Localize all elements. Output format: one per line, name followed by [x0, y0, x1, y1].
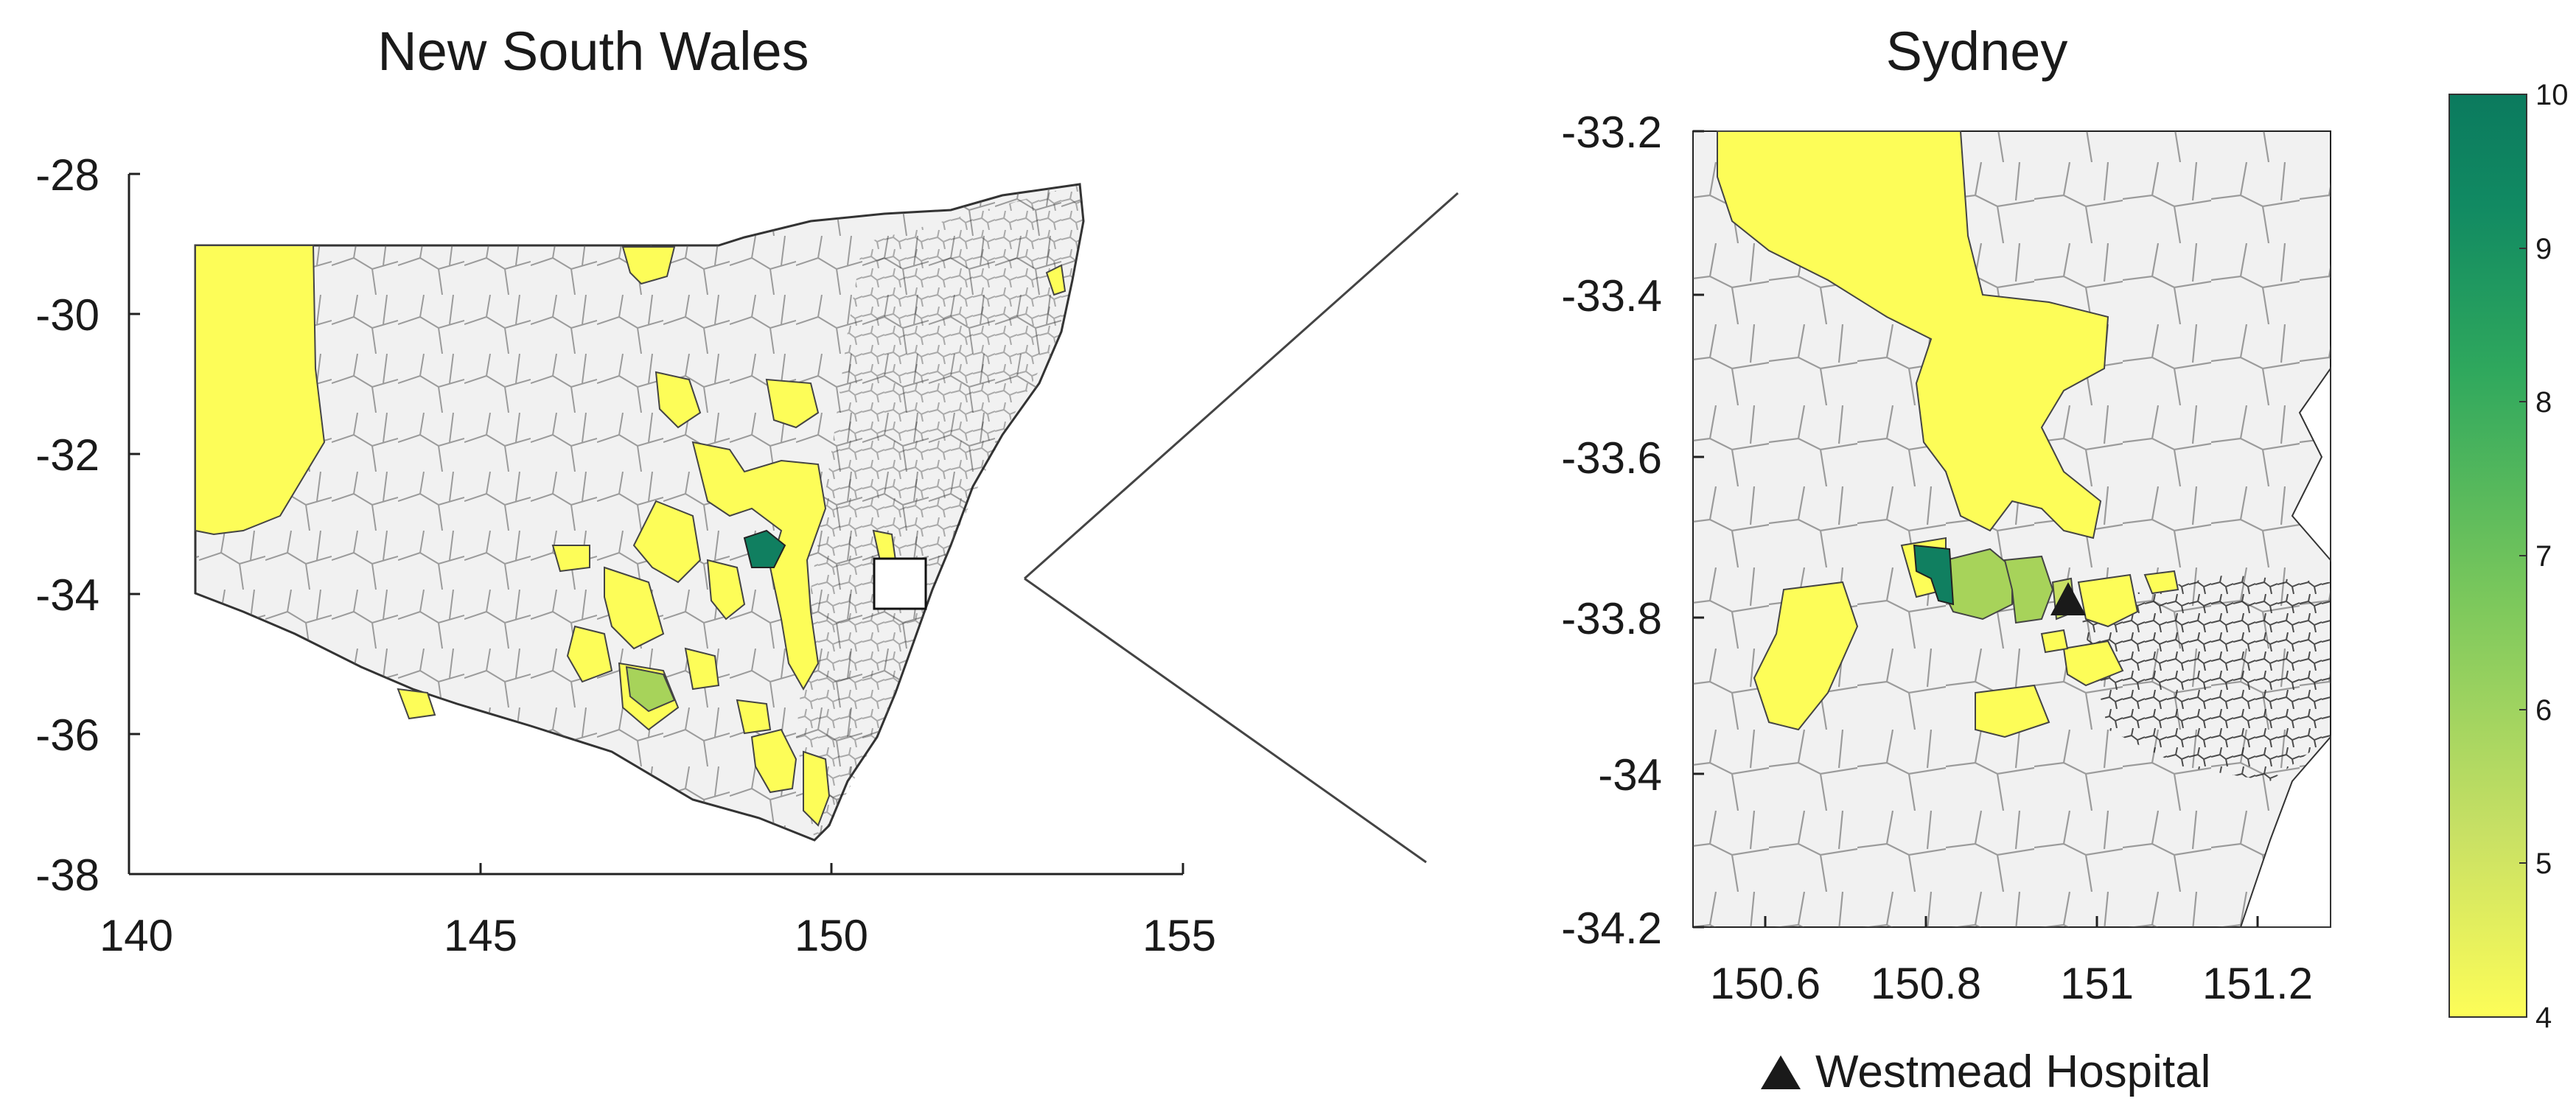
- nsw-x-tick-label: 145: [444, 911, 517, 960]
- nsw-x-tick-label: 150: [795, 911, 868, 960]
- colorbar-tick-marks: [2519, 94, 2527, 1018]
- sydney-y-tick-label: -33.6: [1561, 433, 1662, 483]
- sydney-y-tick-label: -34.2: [1561, 904, 1662, 953]
- nsw-region-central-4: [632, 500, 702, 584]
- sydney-x-tick-label: 151.2: [2202, 959, 2313, 1008]
- nsw-region-central-2: [765, 378, 820, 429]
- zoom-line-bottom: [1024, 577, 1427, 864]
- sydney-region-high-value: [1913, 544, 1955, 606]
- nsw-region-central-7: [706, 559, 746, 621]
- sydney-mid-regions: [1941, 548, 2076, 624]
- nsw-region-central-5: [551, 545, 590, 573]
- nsw-region-high-value: [743, 529, 786, 568]
- westmead-hospital-marker: [2050, 582, 2086, 615]
- sydney-y-tick-label: -33.4: [1561, 271, 1662, 321]
- nsw-region-far-west: [195, 245, 326, 536]
- map-legend: Westmead Hospital: [1761, 1047, 2210, 1097]
- sydney-region-east-3: [2062, 640, 2124, 687]
- sydney-y-tick-label: -33.2: [1561, 108, 1662, 157]
- nsw-y-tick-label: -34: [35, 570, 100, 620]
- nsw-y-tick-label: -28: [35, 150, 100, 200]
- colorbar-tick-label: 10: [2535, 79, 2569, 111]
- sydney-map-title: Sydney: [1886, 21, 2068, 82]
- sydney-region-mid-2: [2003, 555, 2054, 624]
- nsw-region-central-6: [604, 566, 665, 650]
- nsw-x-tick-label: 140: [100, 911, 173, 960]
- nsw-region-ne-coast: [1045, 264, 1067, 296]
- nsw-y-tick-label: -36: [35, 710, 100, 760]
- sydney-region-west: [1753, 581, 1859, 731]
- nsw-region-central-3: [691, 441, 827, 691]
- sydney-map-panel: Sydney: [1561, 21, 2331, 1097]
- nsw-region-central-8: [684, 647, 720, 691]
- nsw-region-sw-3: [397, 688, 436, 720]
- nsw-map-panel: New South Wales -28 -30 -32 -34 -36 -38 …: [35, 21, 1459, 960]
- nsw-region-south-1: [750, 728, 797, 794]
- sydney-inner-city-boundaries: [2078, 575, 2331, 781]
- nsw-region-central-9: [736, 699, 772, 735]
- sydney-x-tick-label: 151: [2060, 959, 2134, 1008]
- sydney-region-north: [1717, 130, 2109, 539]
- sydney-ocean-south: [2239, 735, 2331, 928]
- sydney-highlight-regions: [1717, 130, 2179, 738]
- colorbar-tick-label: 8: [2535, 386, 2552, 419]
- nsw-y-tick-label: -30: [35, 290, 100, 340]
- colorbar-gradient: [2448, 94, 2527, 1018]
- sydney-inset-box: [873, 557, 927, 610]
- colorbar-tick-label: 9: [2535, 233, 2552, 265]
- nsw-x-tick-marks: [128, 863, 1184, 874]
- zoom-line-top: [1024, 192, 1459, 580]
- sydney-region-east-4: [2040, 629, 2069, 654]
- nsw-region-mid-value: [625, 665, 676, 713]
- sydney-region-east-2: [2143, 570, 2179, 595]
- nsw-region-north: [621, 246, 676, 285]
- nsw-y-tick-label: -38: [35, 850, 100, 900]
- nsw-region-central-1: [655, 371, 702, 429]
- sydney-x-tick-marks: [1764, 916, 2259, 927]
- nsw-y-tick-label: -32: [35, 430, 100, 480]
- nsw-x-tick-label: 155: [1142, 911, 1216, 960]
- nsw-map-title: New South Wales: [377, 21, 809, 82]
- colorbar-tick-label: 5: [2535, 848, 2552, 880]
- legend-label: Westmead Hospital: [1815, 1047, 2210, 1097]
- sydney-region-east-1: [2077, 573, 2139, 628]
- colorbar-tick-label: 4: [2535, 1002, 2552, 1034]
- sydney-region-central-south: [1975, 684, 2050, 738]
- nsw-highlight-regions: [195, 245, 1067, 827]
- nsw-region-south-2: [803, 750, 831, 827]
- sydney-x-tick-label: 150.8: [1871, 959, 1981, 1008]
- sydney-y-tick-label: -34: [1598, 750, 1662, 800]
- sydney-x-tick-label: 150.6: [1710, 959, 1821, 1008]
- sydney-region-mid-1: [1941, 548, 2013, 621]
- nsw-region-sw-1: [566, 625, 613, 683]
- colorbar: 10 9 8 7 6 5 4: [2448, 79, 2569, 1034]
- sydney-y-tick-marks: [1693, 130, 1704, 929]
- black-triangle-icon: [1761, 1055, 1801, 1089]
- colorbar-tick-label: 6: [2535, 694, 2552, 727]
- sydney-ocean: [2291, 366, 2331, 562]
- sydney-y-tick-label: -33.8: [1561, 594, 1662, 643]
- colorbar-tick-label: 7: [2535, 540, 2552, 573]
- nsw-coastal-lga-boundaries: [796, 184, 1083, 840]
- nsw-y-tick-marks: [129, 172, 140, 876]
